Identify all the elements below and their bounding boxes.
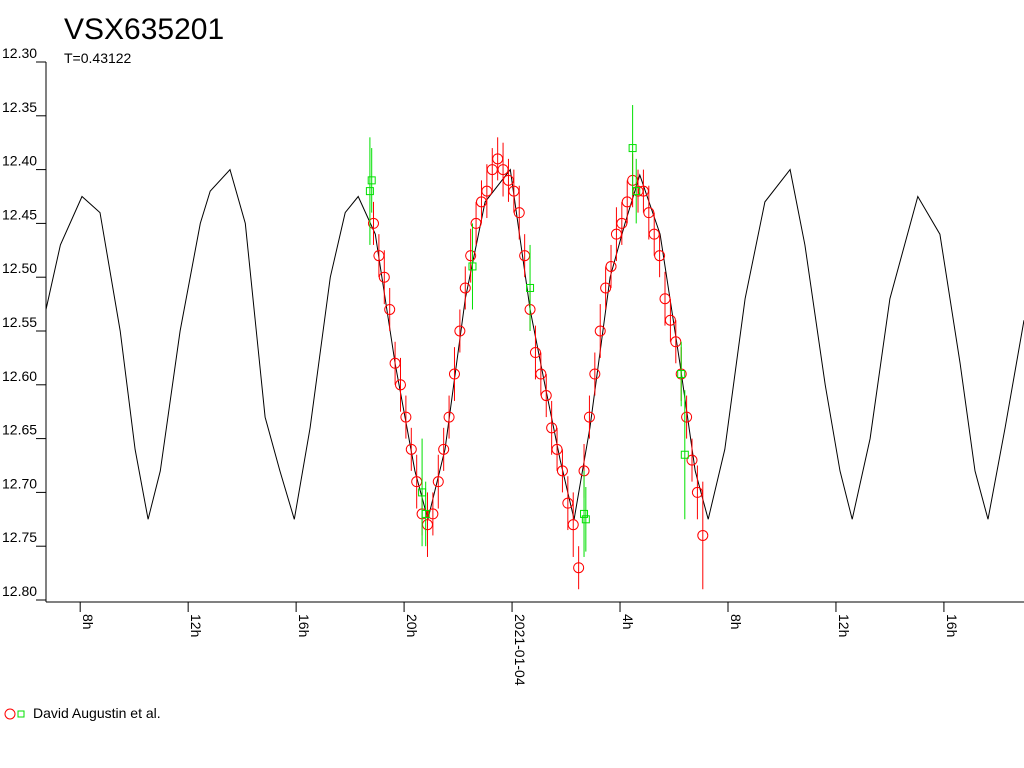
- data-point: [448, 368, 460, 380]
- data-point: [438, 443, 450, 455]
- data-point: [677, 370, 686, 379]
- data-point: [540, 390, 552, 402]
- y-tick-label: 12.80: [2, 583, 37, 599]
- data-point: [632, 187, 641, 196]
- data-point: [394, 379, 406, 391]
- data-point: [686, 454, 698, 466]
- y-tick-label: 12.35: [2, 99, 37, 115]
- chart-title: VSX635201: [64, 13, 224, 46]
- data-point: [681, 411, 693, 423]
- data-point: [400, 411, 412, 423]
- x-tick-label: 12h: [836, 614, 852, 637]
- y-tick-label: 12.55: [2, 314, 37, 330]
- data-point: [405, 443, 417, 455]
- data-point: [583, 411, 595, 423]
- data-point: [465, 250, 477, 262]
- data-point: [580, 509, 589, 518]
- data-point: [654, 250, 666, 262]
- y-tick-label: 12.30: [2, 45, 37, 61]
- data-point: [384, 303, 396, 315]
- legend-marker: [17, 710, 25, 718]
- data-point: [526, 283, 535, 292]
- data-point: [459, 282, 471, 294]
- legend-marker: [4, 708, 16, 720]
- data-point: [605, 260, 617, 272]
- x-tick-label: 16h: [296, 614, 312, 637]
- data-point: [367, 176, 376, 185]
- x-tick-label: 12h: [188, 614, 204, 637]
- data-point: [378, 271, 390, 283]
- data-point: [513, 207, 525, 219]
- y-tick-label: 12.70: [2, 475, 37, 491]
- y-tick-label: 12.45: [2, 206, 37, 222]
- data-point: [454, 325, 466, 337]
- data-point: [365, 187, 374, 196]
- y-tick-label: 12.50: [2, 260, 37, 276]
- x-tick-label: 4h: [620, 614, 636, 630]
- y-tick-label: 12.75: [2, 529, 37, 545]
- data-point: [556, 465, 568, 477]
- x-tick-label: 8h: [80, 614, 96, 630]
- data-point: [427, 508, 439, 520]
- y-tick-label: 12.65: [2, 422, 37, 438]
- data-point: [594, 325, 606, 337]
- x-tick-label: 2021-01-04: [512, 614, 528, 686]
- data-point: [680, 450, 689, 459]
- x-tick-label: 16h: [944, 614, 960, 637]
- data-point: [589, 368, 601, 380]
- data-point: [421, 509, 430, 518]
- x-tick-label: 20h: [404, 614, 420, 637]
- data-point: [432, 476, 444, 488]
- data-point: [581, 515, 590, 524]
- legend-label: David Augustin et al.: [33, 705, 161, 721]
- data-point: [573, 562, 585, 574]
- x-tick-label: 8h: [728, 614, 744, 630]
- y-tick-label: 12.40: [2, 153, 37, 169]
- data-point: [468, 262, 477, 271]
- data-point: [367, 217, 379, 229]
- y-tick-label: 12.60: [2, 368, 37, 384]
- data-point: [567, 519, 579, 531]
- data-point: [628, 144, 637, 153]
- data-point: [697, 529, 709, 541]
- chart-subtitle: T=0.43122: [64, 50, 132, 66]
- data-point: [443, 411, 455, 423]
